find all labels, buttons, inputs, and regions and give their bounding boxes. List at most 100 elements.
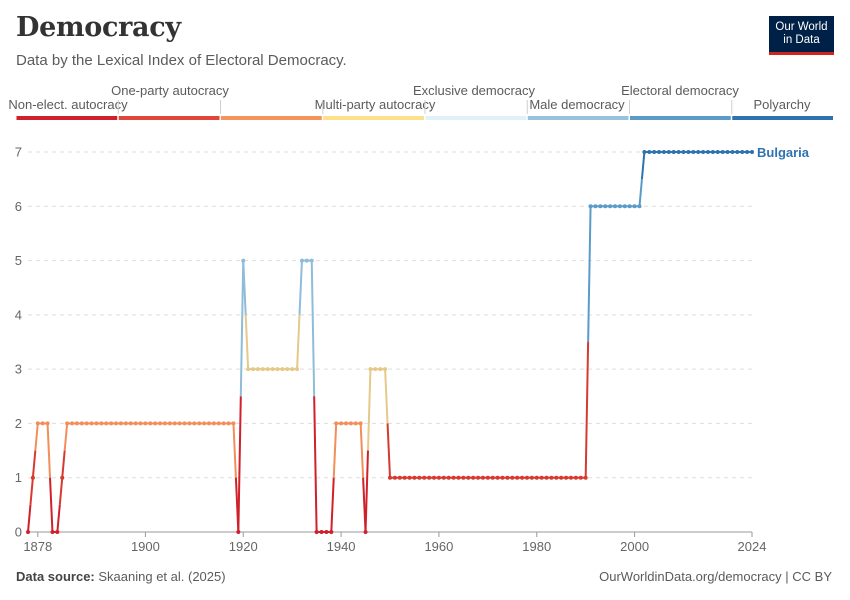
data-point[interactable] (701, 150, 706, 154)
data-point[interactable] (275, 367, 280, 372)
data-point[interactable] (407, 475, 412, 480)
data-point[interactable] (456, 475, 461, 480)
data-point[interactable] (657, 150, 662, 154)
data-point[interactable] (339, 421, 344, 426)
data-point[interactable] (441, 475, 446, 480)
data-point[interactable] (182, 421, 187, 426)
data-point[interactable] (397, 475, 402, 480)
data-point[interactable] (520, 475, 525, 480)
data-point[interactable] (89, 421, 94, 426)
data-point[interactable] (60, 475, 65, 480)
data-point[interactable] (319, 530, 324, 534)
data-point[interactable] (505, 475, 510, 480)
data-point[interactable] (153, 421, 158, 426)
data-point[interactable] (79, 421, 84, 426)
data-point[interactable] (241, 258, 246, 263)
data-point[interactable] (608, 204, 613, 209)
data-point[interactable] (226, 421, 231, 426)
data-point[interactable] (480, 475, 485, 480)
data-point[interactable] (187, 421, 192, 426)
data-point[interactable] (666, 150, 671, 154)
data-point[interactable] (461, 475, 466, 480)
data-point[interactable] (55, 530, 60, 534)
data-point[interactable] (358, 421, 363, 426)
data-point[interactable] (417, 475, 422, 480)
data-point[interactable] (118, 421, 123, 426)
data-point[interactable] (510, 475, 515, 480)
data-point[interactable] (177, 421, 182, 426)
data-point[interactable] (70, 421, 75, 426)
source-text[interactable]: Skaaning et al. (2025) (98, 569, 226, 584)
data-point[interactable] (255, 367, 260, 372)
data-point[interactable] (427, 475, 432, 480)
owid-logo[interactable]: Our World in Data (769, 16, 834, 55)
data-point[interactable] (260, 367, 265, 372)
data-point[interactable] (720, 150, 725, 154)
legend-swatch[interactable] (527, 116, 629, 120)
data-point[interactable] (735, 150, 740, 154)
data-point[interactable] (251, 367, 256, 372)
data-point[interactable] (539, 475, 544, 480)
data-point[interactable] (285, 367, 290, 372)
data-point[interactable] (45, 421, 50, 426)
data-point[interactable] (549, 475, 554, 480)
legend-swatch[interactable] (118, 116, 220, 120)
data-point[interactable] (280, 367, 285, 372)
legend-swatch[interactable] (732, 116, 833, 120)
data-point[interactable] (745, 150, 750, 154)
data-point[interactable] (383, 367, 388, 372)
data-point[interactable] (216, 421, 221, 426)
data-point[interactable] (231, 421, 236, 426)
data-point[interactable] (158, 421, 163, 426)
data-point[interactable] (290, 367, 295, 372)
data-point[interactable] (451, 475, 456, 480)
data-point[interactable] (500, 475, 505, 480)
data-point[interactable] (750, 150, 754, 154)
data-point[interactable] (485, 475, 490, 480)
data-point[interactable] (671, 150, 676, 154)
data-point[interactable] (378, 367, 383, 372)
data-point[interactable] (476, 475, 481, 480)
data-point[interactable] (686, 150, 691, 154)
data-point[interactable] (94, 421, 99, 426)
data-point[interactable] (710, 150, 715, 154)
data-point[interactable] (681, 150, 686, 154)
data-point[interactable] (202, 421, 207, 426)
data-point[interactable] (211, 421, 216, 426)
data-point[interactable] (627, 204, 632, 209)
data-point[interactable] (99, 421, 104, 426)
data-point[interactable] (197, 421, 202, 426)
data-point[interactable] (661, 150, 666, 154)
data-point[interactable] (490, 475, 495, 480)
data-point[interactable] (348, 421, 353, 426)
data-point[interactable] (114, 421, 119, 426)
data-point[interactable] (299, 258, 304, 263)
data-point[interactable] (559, 475, 564, 480)
data-point[interactable] (363, 530, 368, 534)
legend-swatch[interactable] (425, 116, 527, 120)
data-point[interactable] (392, 475, 397, 480)
data-point[interactable] (524, 475, 529, 480)
data-point[interactable] (652, 150, 657, 154)
data-point[interactable] (471, 475, 476, 480)
legend-swatch[interactable] (630, 116, 731, 120)
data-point[interactable] (236, 530, 241, 534)
data-point[interactable] (109, 421, 114, 426)
data-point[interactable] (534, 475, 539, 480)
data-point[interactable] (495, 475, 500, 480)
data-point[interactable] (148, 421, 153, 426)
data-point[interactable] (192, 421, 197, 426)
data-point[interactable] (104, 421, 109, 426)
data-point[interactable] (613, 204, 618, 209)
data-point[interactable] (617, 204, 622, 209)
data-point[interactable] (740, 150, 745, 154)
data-point[interactable] (84, 421, 89, 426)
data-point[interactable] (329, 530, 334, 534)
data-point[interactable] (603, 204, 608, 209)
data-point[interactable] (583, 475, 588, 480)
data-point[interactable] (725, 150, 730, 154)
data-point[interactable] (388, 475, 392, 480)
data-point[interactable] (466, 475, 471, 480)
data-point[interactable] (573, 475, 578, 480)
